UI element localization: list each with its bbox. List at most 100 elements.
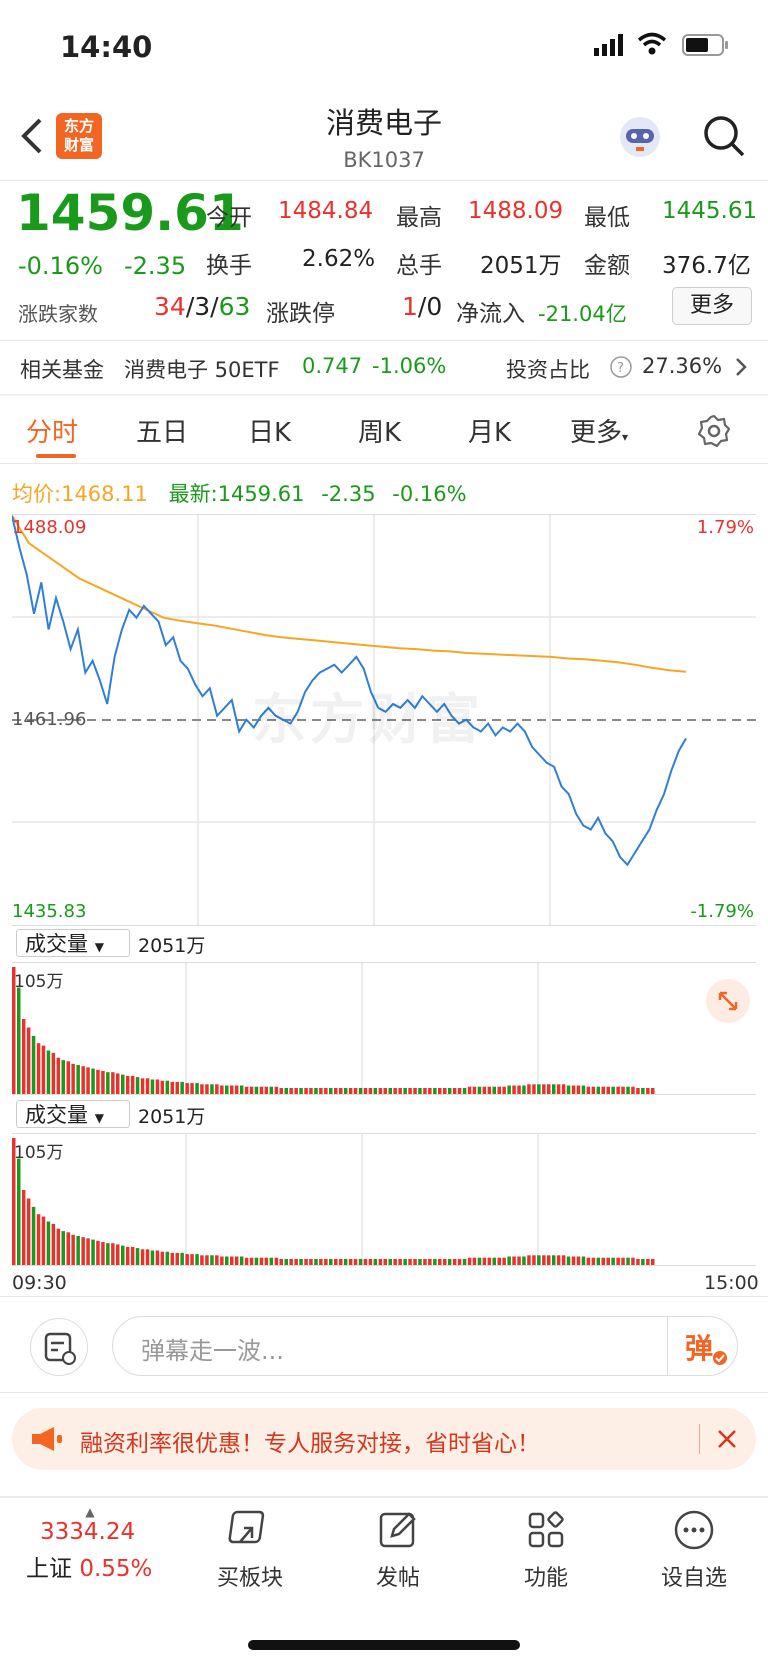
tab-five-day[interactable]: 五日 xyxy=(136,418,189,448)
danmaku-send-button[interactable]: 弹 xyxy=(685,1327,727,1367)
volume-bar xyxy=(96,1069,100,1094)
danmaku-input[interactable]: 弹幕走一波... 弹 xyxy=(112,1316,738,1376)
tab-more[interactable]: 更多▾ xyxy=(570,418,629,448)
volume-bar xyxy=(12,967,16,1094)
index-name: 上证 xyxy=(26,1556,72,1582)
volume-bar xyxy=(566,1256,571,1265)
functions-button[interactable]: 功能 xyxy=(476,1508,616,1592)
expand-icon[interactable] xyxy=(706,979,750,1023)
volume-bar xyxy=(542,1255,546,1265)
tab-monthly-k[interactable]: 月K xyxy=(468,418,512,448)
volume-bar xyxy=(433,1088,437,1094)
volume-bar xyxy=(556,1084,561,1094)
help-icon[interactable]: ? xyxy=(610,356,632,382)
settings-icon[interactable] xyxy=(697,414,731,452)
volume-bar xyxy=(170,1081,174,1094)
volume-bar xyxy=(467,1257,472,1265)
volume-bar xyxy=(41,1216,46,1265)
volume-bar xyxy=(329,1088,333,1094)
index-widget[interactable]: ▲ 3334.24 上证 0.55% xyxy=(20,1505,170,1583)
volume-bar xyxy=(130,1246,135,1265)
volume-bar xyxy=(264,1257,269,1265)
notes-icon[interactable] xyxy=(30,1318,88,1376)
volume-bar xyxy=(96,1240,100,1265)
volume-bar xyxy=(507,1256,511,1265)
volume-bar xyxy=(447,1088,452,1094)
close-icon[interactable] xyxy=(716,1428,738,1454)
volume-bar xyxy=(522,1085,526,1094)
volume-bar xyxy=(210,1084,214,1094)
volume-bar xyxy=(636,1088,640,1094)
volume-bar xyxy=(581,1256,586,1265)
back-icon[interactable] xyxy=(18,116,44,160)
tab-fenshi[interactable]: 分时 xyxy=(26,418,79,448)
volume-selector-2[interactable]: 成交量 ▼ xyxy=(16,1100,130,1128)
volume-bar xyxy=(190,1083,194,1094)
more-button[interactable]: 更多 xyxy=(672,287,752,325)
intraday-chart[interactable]: 1488.09 1.79% 1461.96 1435.83 -1.79% 东方财… xyxy=(12,514,756,926)
volume-bar xyxy=(165,1251,170,1265)
banner-divider xyxy=(699,1424,700,1454)
volume-bar xyxy=(403,1259,407,1265)
volume-bar xyxy=(353,1259,358,1265)
caret-up-icon: ▲ xyxy=(85,1505,95,1519)
home-indicator xyxy=(248,1640,520,1650)
volume-bar xyxy=(249,1257,254,1265)
volume-selector[interactable]: 成交量 ▼ xyxy=(16,929,130,957)
turnover-value: 2.62% xyxy=(302,246,376,272)
volume-bar xyxy=(606,1257,610,1265)
volume-bar xyxy=(264,1086,269,1094)
volume-bar xyxy=(234,1256,239,1265)
volume-bar xyxy=(200,1084,204,1094)
volume-bar xyxy=(363,1259,368,1265)
volume-max-label-2: 105万 xyxy=(14,1143,64,1163)
volume-bar xyxy=(502,1086,506,1094)
volume-bar xyxy=(314,1259,318,1265)
volume-bar xyxy=(547,1084,551,1094)
volume-bar xyxy=(571,1256,576,1265)
tab-daily-k[interactable]: 日K xyxy=(248,418,292,448)
pct-max-label: 1.79% xyxy=(696,517,754,538)
volume-bar xyxy=(91,1239,95,1265)
volume-bar xyxy=(576,1256,581,1265)
volume-bar xyxy=(517,1085,521,1094)
volume-bar xyxy=(180,1081,184,1094)
change-pct: -0.16% xyxy=(18,252,103,280)
volume-bar xyxy=(343,1088,348,1094)
volume-bar xyxy=(76,1065,80,1094)
search-icon[interactable] xyxy=(702,114,746,162)
volume-bar xyxy=(487,1086,492,1094)
change-value: -2.35 xyxy=(124,252,187,280)
volume-bar xyxy=(616,1257,620,1265)
active-tab-indicator xyxy=(36,454,76,458)
robot-avatar-icon[interactable] xyxy=(616,113,664,165)
volume-bar xyxy=(596,1257,601,1265)
tab-weekly-k[interactable]: 周K xyxy=(358,418,402,448)
volume-bar xyxy=(651,1088,655,1094)
volume-bar xyxy=(91,1068,95,1094)
updown-label: 涨跌家数 xyxy=(18,302,98,326)
buy-sector-button[interactable]: 买板块 xyxy=(180,1508,320,1592)
volume-bar xyxy=(81,1237,85,1265)
volume-bar xyxy=(423,1259,427,1265)
ratio-value: 27.36% xyxy=(642,354,723,378)
volume-bar xyxy=(452,1259,457,1265)
volume-bar xyxy=(591,1086,596,1094)
volume-bar xyxy=(482,1257,487,1265)
chevron-right-icon[interactable] xyxy=(734,356,748,382)
fund-name[interactable]: 消费电子 50ETF xyxy=(124,358,280,382)
low-value: 1445.61 xyxy=(662,198,758,224)
svg-text:?: ? xyxy=(617,361,624,376)
add-watchlist-button[interactable]: 设自选 xyxy=(624,1508,764,1592)
volume-bar xyxy=(462,1259,467,1265)
volume-bar xyxy=(651,1259,655,1265)
watermark: 东方财富 xyxy=(252,688,484,751)
volume-bar xyxy=(438,1259,442,1265)
volume-bar xyxy=(279,1259,283,1265)
volume-bar xyxy=(41,1045,46,1094)
volume-bar xyxy=(626,1257,630,1265)
post-button[interactable]: 发帖 xyxy=(328,1508,468,1592)
volume-bar xyxy=(86,1238,90,1265)
index-pct: 0.55% xyxy=(79,1556,153,1582)
promo-banner[interactable]: 融资利率很优惠！专人服务对接，省时省心！ xyxy=(12,1408,756,1470)
